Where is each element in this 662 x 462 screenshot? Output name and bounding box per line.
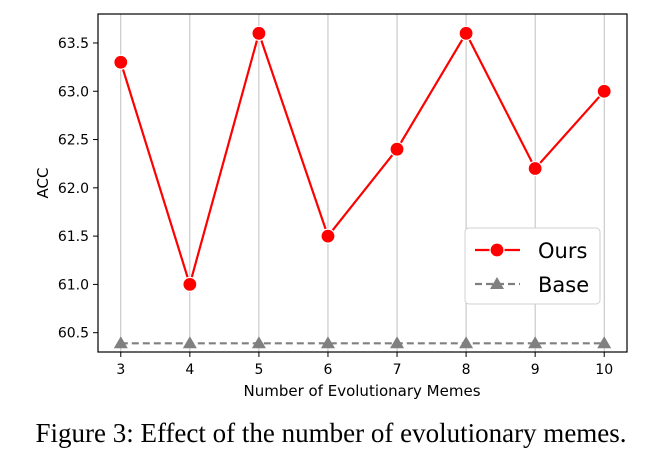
data-point-base-8 xyxy=(459,336,474,349)
data-point-ours-6 xyxy=(320,228,336,244)
data-point-base-3 xyxy=(113,336,128,349)
x-tick-label-9: 9 xyxy=(531,362,540,378)
data-point-ours-10 xyxy=(596,83,612,99)
x-tick-label-8: 8 xyxy=(462,362,471,378)
x-tick-label-10: 10 xyxy=(595,362,613,378)
y-tick-label-4: 62.5 xyxy=(58,133,89,149)
data-point-base-6 xyxy=(320,336,335,349)
data-point-base-7 xyxy=(390,336,405,349)
figure-caption: Figure 3: Effect of the number of evolut… xyxy=(35,418,627,448)
series-line-ours xyxy=(119,29,606,289)
series-layer xyxy=(113,25,612,349)
legend-ours-marker xyxy=(489,242,505,258)
y-tick-label-5: 63.0 xyxy=(58,84,89,100)
x-tick-label-3: 3 xyxy=(116,362,125,378)
y-tick-label-1: 61.0 xyxy=(58,277,89,293)
data-point-base-10 xyxy=(597,336,612,349)
data-point-ours-4 xyxy=(182,276,198,292)
legend-ours-label: Ours xyxy=(538,239,587,263)
y-tick-label-2: 61.5 xyxy=(58,229,89,245)
data-point-base-4 xyxy=(182,336,197,349)
x-tick-label-5: 5 xyxy=(254,362,263,378)
x-tick-label-4: 4 xyxy=(185,362,194,378)
x-tick-label-6: 6 xyxy=(324,362,333,378)
x-axis-label: Number of Evolutionary Memes xyxy=(243,382,480,400)
data-point-ours-9 xyxy=(527,160,543,177)
data-point-ours-3 xyxy=(113,54,129,70)
data-point-ours-5 xyxy=(251,25,267,41)
legend-base-marker xyxy=(490,277,504,289)
data-point-base-5 xyxy=(251,336,266,349)
y-tick-label-6: 63.5 xyxy=(58,36,89,52)
data-point-ours-7 xyxy=(389,141,405,157)
y-tick-label-3: 62.0 xyxy=(58,181,89,197)
plot-frame xyxy=(97,13,628,353)
line-chart: 3 4 5 6 7 8 9 10 60.5 61.0 61.5 62.0 62.5 63.0 63.5 Nu… xyxy=(34,13,628,400)
grid-lines xyxy=(120,14,605,352)
axis-ticks: 3 4 5 6 7 8 9 10 60.5 61.0 61.5 62.0 62.5 63.0 63.5 xyxy=(58,36,613,378)
legend-base-label: Base xyxy=(538,273,589,297)
y-tick-label-0: 60.5 xyxy=(58,326,89,342)
x-tick-label-7: 7 xyxy=(393,362,402,378)
data-point-ours-8 xyxy=(458,25,474,41)
y-axis-label: ACC xyxy=(34,168,52,199)
legend: Ours Base xyxy=(464,227,601,305)
data-point-base-9 xyxy=(528,336,543,349)
